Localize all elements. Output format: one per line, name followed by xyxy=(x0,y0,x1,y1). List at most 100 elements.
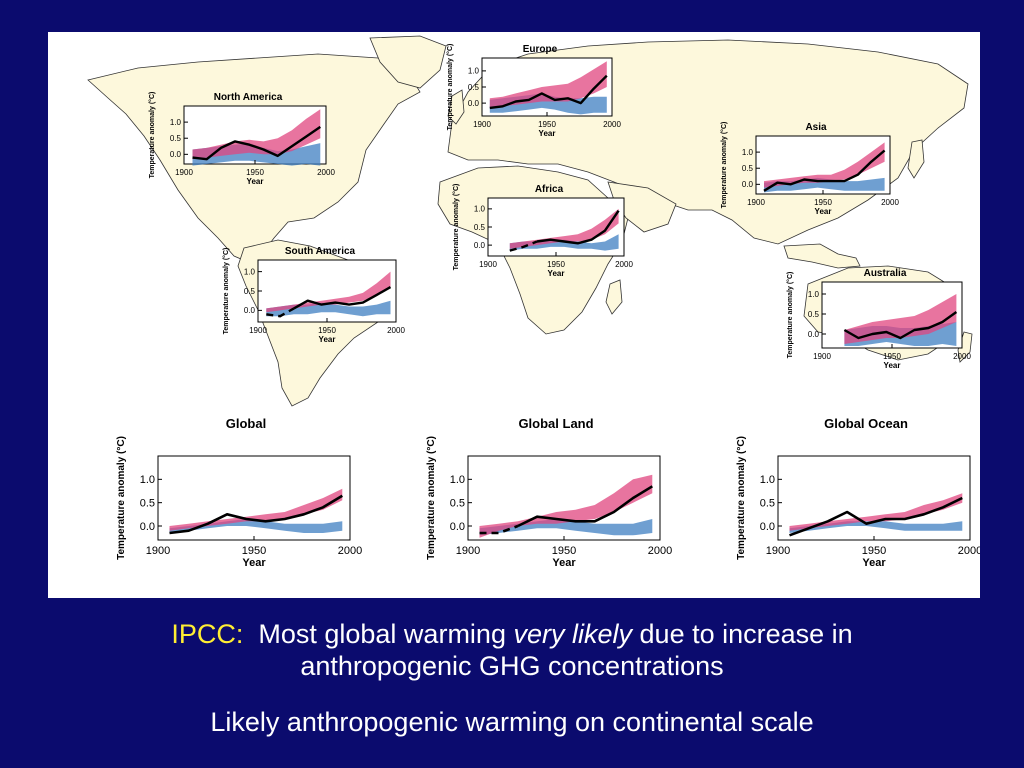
anthropogenic-forcing-band xyxy=(169,488,343,531)
y-axis-label: Temperature anomaly (°C) xyxy=(736,436,747,560)
chart-title: North America xyxy=(214,92,283,103)
x-tick-label: 2000 xyxy=(615,260,633,269)
observed-line xyxy=(843,311,958,340)
caption-part-2: due to increase in xyxy=(639,619,853,649)
y-tick-label: 0.5 xyxy=(450,498,465,510)
y-tick-label: 0.0 xyxy=(450,521,465,533)
y-tick-label: 1.0 xyxy=(760,474,775,486)
chart-title: Asia xyxy=(805,122,827,133)
y-tick-label: 0.5 xyxy=(140,498,155,510)
caption-main: IPCC: Most global warming very likely du… xyxy=(0,618,1024,682)
caption-italic: very likely xyxy=(513,619,633,649)
caption-prefix: IPCC: xyxy=(171,619,244,649)
y-axis-label: Temperature anomaly (°C) xyxy=(222,248,230,335)
x-tick-label: 1950 xyxy=(547,260,565,269)
observed-line xyxy=(293,286,392,310)
y-tick-label: 1.0 xyxy=(450,474,465,486)
land-indonesia xyxy=(783,243,861,269)
x-tick-label: 1950 xyxy=(862,545,886,557)
observed-line-dashed xyxy=(479,524,519,535)
y-tick-label: 1.0 xyxy=(244,267,256,276)
observed-line-dashed xyxy=(509,240,538,252)
x-axis-label: Year xyxy=(884,361,901,370)
y-axis-label: Temperature anomaly (°C) xyxy=(446,44,454,131)
land-greenland xyxy=(369,35,447,89)
x-tick-label: 1900 xyxy=(813,352,831,361)
y-tick-label: 1.0 xyxy=(808,290,820,299)
y-tick-label: 0.5 xyxy=(474,223,486,232)
x-tick-label: 2000 xyxy=(338,545,362,557)
y-tick-label: 0.5 xyxy=(170,134,182,143)
y-tick-label: 0.0 xyxy=(742,180,754,189)
chart-title: South America xyxy=(285,246,356,257)
x-tick-label: 1900 xyxy=(146,545,170,557)
x-tick-label: 2000 xyxy=(387,326,405,335)
natural-forcing-band xyxy=(266,300,391,317)
y-tick-label: 1.0 xyxy=(170,118,182,127)
chart-africa: Africa 0.0 0.5 1.0 1900 1950 2000 Year Temperatu… xyxy=(452,184,633,278)
x-tick-label: 2000 xyxy=(317,168,335,177)
y-tick-label: 1.0 xyxy=(742,148,754,157)
x-tick-label: 1900 xyxy=(747,198,765,207)
land-great-britain xyxy=(447,89,465,125)
y-tick-label: 0.0 xyxy=(468,99,480,108)
chart-title: Europe xyxy=(523,44,558,55)
observed-line xyxy=(489,74,608,110)
x-tick-label: 2000 xyxy=(958,545,980,557)
land-madagascar xyxy=(605,279,623,315)
x-tick-label: 1950 xyxy=(552,545,576,557)
chart-global: Global 0.0 0.5 1.0 1900 1950 2000 Year Temperatu… xyxy=(116,416,362,569)
anthropogenic-forcing-band xyxy=(789,493,963,531)
y-tick-label: 0.5 xyxy=(742,164,754,173)
y-axis-label: Temperature anomaly (°C) xyxy=(720,122,728,209)
y-axis-label: Temperature anomaly (°C) xyxy=(148,92,156,179)
x-tick-label: 1950 xyxy=(883,352,901,361)
y-tick-label: 0.0 xyxy=(808,330,820,339)
y-tick-label: 1.0 xyxy=(468,67,480,76)
y-tick-label: 0.5 xyxy=(244,287,256,296)
charts-layer: North America 0.0 0.5 1.0 1900 1950 2000 Year Te… xyxy=(116,44,980,569)
x-axis-label: Year xyxy=(548,269,565,278)
observed-line xyxy=(789,496,963,537)
chart-australia: Australia 0.0 0.5 1.0 1900 1950 2000 Year Temper… xyxy=(786,268,971,370)
y-tick-label: 0.5 xyxy=(808,310,820,319)
x-axis-label: Year xyxy=(539,129,556,138)
anthropogenic-forcing-band xyxy=(844,294,957,344)
x-tick-label: 1900 xyxy=(479,260,497,269)
x-tick-label: 2000 xyxy=(881,198,899,207)
natural-forcing-band xyxy=(479,519,653,536)
chart-europe: Europe 0.0 0.5 1.0 1900 1950 2000 Year Temperatu… xyxy=(446,44,621,138)
y-tick-label: 0.0 xyxy=(140,521,155,533)
chart-global-land: Global Land 0.0 0.5 1.0 1900 1950 2000 Year Temp… xyxy=(426,416,672,569)
caption-part-1: Most global warming xyxy=(258,619,506,649)
y-tick-label: 0.5 xyxy=(468,83,480,92)
y-axis-label: Temperature anomaly (°C) xyxy=(786,272,794,359)
x-axis-label: Year xyxy=(247,177,264,186)
y-axis-label: Temperature anomaly (°C) xyxy=(452,184,460,271)
chart-south-america: South America 0.0 0.5 1.0 1900 1950 2000 Year Te… xyxy=(222,246,405,344)
x-tick-label: 2000 xyxy=(603,120,621,129)
chart-global-ocean: Global Ocean 0.0 0.5 1.0 1900 1950 2000 Year Tem… xyxy=(736,416,980,569)
x-tick-label: 1900 xyxy=(766,545,790,557)
x-axis-label: Year xyxy=(815,207,832,216)
x-tick-label: 2000 xyxy=(648,545,672,557)
y-tick-label: 0.0 xyxy=(244,306,256,315)
caption-line-1: IPCC: Most global warming very likely du… xyxy=(0,618,1024,650)
natural-forcing-band xyxy=(169,519,343,533)
observed-line xyxy=(192,125,321,161)
observed-line-dashed xyxy=(266,307,295,318)
caption-subline: Likely anthropogenic warming on continen… xyxy=(210,707,814,737)
x-tick-label: 1900 xyxy=(175,168,193,177)
land-japan xyxy=(907,139,925,179)
chart-title: Global Land xyxy=(518,416,593,431)
x-tick-label: 1900 xyxy=(249,326,267,335)
figure-canvas: North America 0.0 0.5 1.0 1900 1950 2000 Year Te… xyxy=(87,35,980,569)
x-tick-label: 1950 xyxy=(318,326,336,335)
observed-line xyxy=(763,149,886,192)
chart-title: Global Ocean xyxy=(824,416,908,431)
x-tick-label: 2000 xyxy=(953,352,971,361)
x-tick-label: 1950 xyxy=(246,168,264,177)
x-tick-label: 1950 xyxy=(242,545,266,557)
caption-line-2: anthropogenic GHG concentrations xyxy=(300,651,724,681)
y-axis-label: Temperature anomaly (°C) xyxy=(116,436,127,560)
